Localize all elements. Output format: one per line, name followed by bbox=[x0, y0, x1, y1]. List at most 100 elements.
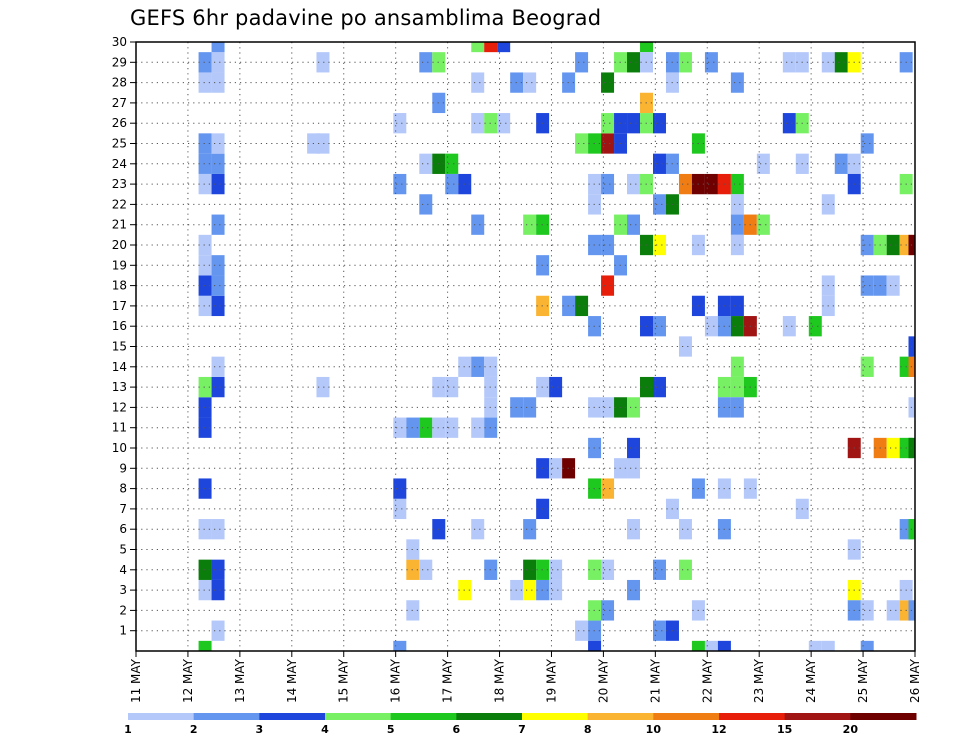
heatmap-cell bbox=[198, 52, 212, 73]
y-tick-label: 25 bbox=[112, 137, 127, 151]
heatmap-cell bbox=[601, 113, 615, 134]
colorbar-label: 20 bbox=[843, 723, 859, 736]
heatmap-cell bbox=[652, 153, 666, 174]
heatmap-cell bbox=[419, 194, 433, 215]
heatmap-cell bbox=[211, 72, 225, 93]
y-tick-label: 22 bbox=[112, 197, 127, 211]
heatmap-cell bbox=[419, 52, 433, 73]
heatmap-cell bbox=[198, 295, 212, 317]
y-tick-label: 13 bbox=[112, 380, 127, 394]
heatmap-cell bbox=[211, 173, 225, 195]
heatmap-cell bbox=[393, 417, 407, 438]
heatmap-cell bbox=[198, 376, 212, 398]
heatmap-cell bbox=[652, 234, 666, 256]
heatmap-cell bbox=[316, 133, 330, 154]
colorbar-label: 5 bbox=[387, 723, 395, 736]
heatmap-cell bbox=[627, 113, 641, 134]
colorbar-label: 1 bbox=[124, 723, 132, 736]
heatmap-cell bbox=[198, 579, 212, 601]
colorbar-segment bbox=[456, 713, 523, 720]
heatmap-cell bbox=[471, 519, 485, 540]
heatmap-cell bbox=[497, 113, 511, 134]
heatmap-cell bbox=[782, 113, 796, 134]
heatmap-cell bbox=[652, 316, 666, 337]
heatmap-cell bbox=[601, 275, 615, 296]
y-tick-label: 15 bbox=[112, 340, 127, 354]
colorbar-segment bbox=[325, 713, 392, 720]
heatmap-cell bbox=[640, 42, 653, 53]
heatmap-cell bbox=[523, 72, 537, 93]
heatmap-cell bbox=[211, 133, 225, 154]
y-tick-label: 30 bbox=[112, 35, 127, 49]
y-tick-label: 17 bbox=[112, 299, 127, 313]
y-tick-label: 4 bbox=[119, 563, 127, 577]
heatmap-cell bbox=[834, 52, 848, 73]
heatmap-cell bbox=[886, 275, 900, 296]
heatmap-cell bbox=[198, 275, 212, 296]
heatmap-cell bbox=[198, 417, 212, 438]
y-tick-label: 23 bbox=[112, 177, 127, 191]
colorbar-label: 6 bbox=[453, 723, 461, 736]
heatmap-cell bbox=[601, 600, 615, 621]
colorbar: 1 2 3 4 5 6 7 8 10 12 15 20 bbox=[124, 713, 917, 736]
heatmap-cell bbox=[523, 559, 537, 580]
heatmap-cell bbox=[678, 52, 692, 73]
y-tick-label: 3 bbox=[119, 583, 127, 597]
heatmap-cell bbox=[211, 559, 225, 580]
heatmap-cell bbox=[601, 234, 615, 256]
x-tick-label: 13 MAY bbox=[233, 658, 247, 703]
colorbar-segment bbox=[193, 713, 260, 720]
heatmap-cell bbox=[445, 153, 459, 174]
heatmap-cell bbox=[730, 316, 744, 337]
heatmap-cell bbox=[198, 255, 212, 276]
heatmap-cell bbox=[198, 478, 212, 499]
heatmap-cell bbox=[588, 640, 602, 651]
heatmap-cell bbox=[198, 559, 212, 580]
y-tick-label: 2 bbox=[119, 603, 127, 617]
heatmap-cell bbox=[834, 153, 848, 174]
x-tick-label: 16 MAY bbox=[389, 658, 403, 703]
heatmap-cell bbox=[627, 437, 641, 459]
heatmap-cell bbox=[393, 173, 407, 195]
heatmap-cell bbox=[198, 234, 212, 256]
heatmap-cell bbox=[419, 559, 433, 580]
heatmap-cell bbox=[523, 214, 537, 235]
heatmap-cell bbox=[406, 417, 420, 438]
heatmap-cell bbox=[393, 640, 407, 651]
colorbar-label: 8 bbox=[584, 723, 592, 736]
heatmap-cell bbox=[730, 72, 744, 93]
chart-title: GEFS 6hr padavine po ansamblima Beograd bbox=[130, 6, 602, 30]
y-tick-label: 27 bbox=[112, 96, 127, 110]
y-tick-label: 5 bbox=[119, 543, 127, 557]
y-tick-label: 9 bbox=[119, 461, 127, 475]
heatmap-cell bbox=[627, 214, 641, 235]
heatmap-cell bbox=[484, 42, 498, 53]
y-tick-label: 7 bbox=[119, 502, 127, 516]
heatmap-cell bbox=[549, 579, 563, 601]
heatmap-cell bbox=[756, 214, 770, 235]
heatmap-cell bbox=[627, 519, 641, 540]
colorbar-segment bbox=[784, 713, 851, 720]
x-tick-label: 21 MAY bbox=[648, 658, 662, 703]
heatmap-cell bbox=[652, 376, 666, 398]
heatmap-cell bbox=[860, 234, 874, 256]
y-tick-label: 26 bbox=[112, 116, 127, 130]
y-tick-label: 29 bbox=[112, 55, 127, 69]
heatmap-cell bbox=[730, 356, 744, 377]
heatmap-cell bbox=[471, 356, 485, 377]
y-tick-label: 16 bbox=[112, 319, 127, 333]
heatmap-cell bbox=[211, 42, 225, 53]
heatmap-cell bbox=[730, 234, 744, 256]
heatmap-cell bbox=[730, 397, 744, 418]
heatmap-cell bbox=[316, 376, 330, 398]
heatmap-cell bbox=[575, 295, 589, 317]
x-tick-label: 15 MAY bbox=[337, 658, 351, 703]
y-tick-label: 18 bbox=[112, 279, 127, 293]
heatmap-cell bbox=[886, 600, 900, 621]
heatmap-cell bbox=[549, 376, 563, 398]
heatmap-cell bbox=[627, 458, 641, 479]
heatmap-cell bbox=[198, 133, 212, 154]
heatmap-cell bbox=[211, 620, 225, 641]
y-tick-label: 11 bbox=[112, 421, 127, 435]
heatmap-cell bbox=[471, 417, 485, 438]
